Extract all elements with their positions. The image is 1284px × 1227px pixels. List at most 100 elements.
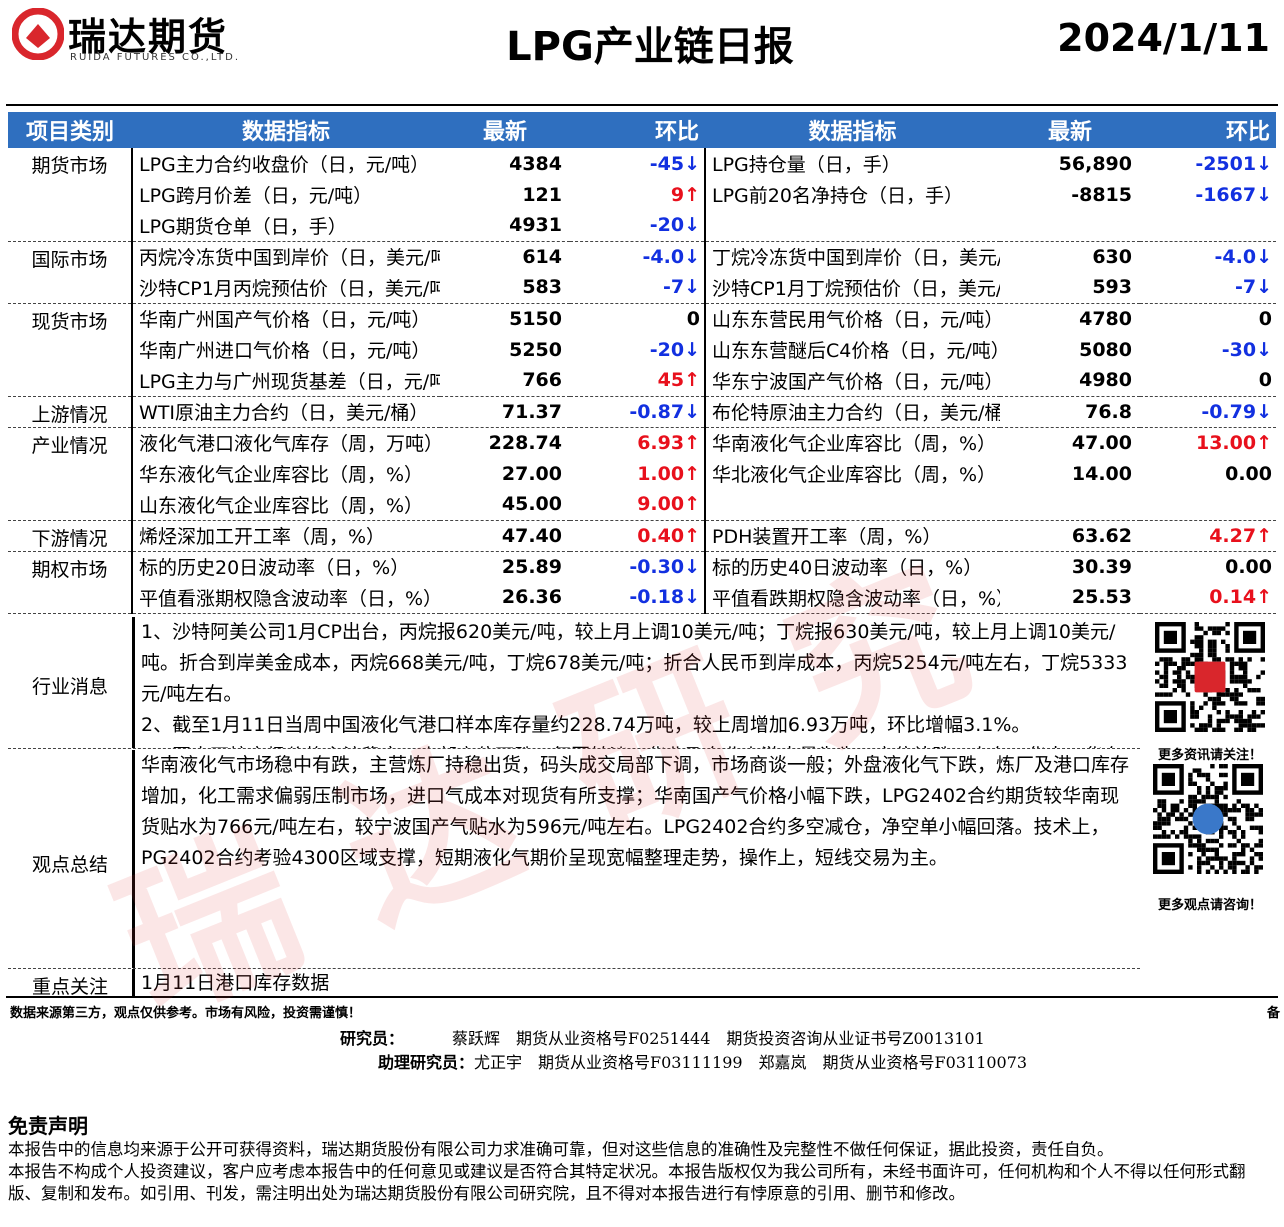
qr-module: [1157, 803, 1162, 808]
indicator-name: 沙特CP1月丁烷预估价（日，美元/吨）: [704, 272, 1000, 304]
qr-module: [1197, 860, 1202, 866]
bottom-rule: [6, 996, 1278, 998]
table-row: 上游情况 WTI原油主力合约（日，美元/桶） 71.37 -0.87↓ 布伦特原油主力合…: [8, 396, 1276, 428]
qr-module: [1153, 808, 1158, 813]
view-text: 华南液化气市场稳中有跌，主营炼厂持稳出货，码头成交局部下调，市场商谈一般；外盘液…: [132, 750, 1136, 968]
qr-module: [1214, 790, 1219, 795]
qr-module: [1219, 856, 1224, 861]
qr-module: [1185, 692, 1191, 697]
latest-value: 4931: [440, 210, 570, 242]
table-row: 期权市场 标的历史20日波动率（日，%） 25.89 -0.30↓ 标的历史40日波动率…: [8, 551, 1276, 614]
qr-module: [1175, 834, 1180, 839]
qr-module: [1197, 790, 1202, 795]
qr-module: [1153, 825, 1158, 830]
qr-module: [1212, 644, 1217, 649]
latest-value: 583: [440, 272, 570, 304]
qr-module: [1177, 670, 1182, 675]
table-row: LPG跨月价差（日，元/吨） 121 9↑ LPG前20名净持仓（日，手） -8815 -…: [8, 179, 1276, 210]
indicator-name: 布伦特原油主力合约（日，美元/桶）: [704, 396, 1000, 428]
focus-text: 1月11日港口库存数据: [132, 969, 1136, 996]
qr-module: [1229, 657, 1235, 662]
qr-module: [1197, 768, 1202, 773]
qr-module: [1212, 626, 1217, 631]
qr-module: [1225, 630, 1230, 636]
indicator-name: 华南广州国产气价格（日，元/吨）: [131, 303, 440, 334]
change-value: -2501↓: [1195, 152, 1272, 175]
qr-module: [1194, 626, 1199, 631]
header-row: 项目类别 数据指标 最新 环比 数据指标 最新 环比: [8, 112, 1276, 148]
qr-module: [1157, 821, 1162, 826]
qr-module: [1243, 661, 1248, 666]
qr-module: [1229, 661, 1235, 666]
qr-module: [1254, 869, 1259, 874]
qr-module: [1234, 718, 1239, 724]
qr-module: [1234, 661, 1239, 666]
change-value: -20↓: [570, 210, 705, 242]
indicator-name: 山东东营醚后C4价格（日，元/吨）: [704, 334, 1000, 365]
empty-cell: [1000, 489, 1140, 521]
qr-module: [1221, 639, 1226, 644]
qr-module: [1243, 723, 1248, 728]
qr-module: [1254, 812, 1259, 817]
qr-module: [1192, 794, 1197, 800]
qr-module: [1192, 768, 1197, 773]
latest-value: 614: [522, 245, 562, 268]
empty-cell: [704, 489, 1000, 521]
latest-value: 25.53: [1000, 582, 1140, 614]
indicator-name: 标的历史40日波动率（日，%）: [704, 551, 1000, 582]
qr-module: [1201, 852, 1206, 857]
qr-module: [1247, 688, 1252, 693]
latest-value: 4780: [1079, 307, 1132, 330]
qr-module: [1225, 718, 1230, 724]
latest-value: 228.74: [488, 431, 562, 454]
qr-module: [1188, 781, 1193, 786]
qr-module: [1212, 701, 1217, 706]
qr-module: [1256, 696, 1261, 702]
qr-module: [1254, 865, 1259, 870]
qr-module: [1161, 834, 1167, 839]
qr-module: [1201, 799, 1206, 804]
divider: [8, 748, 1140, 749]
indicator-name: 烯烃深加工开工率（周，%）: [131, 520, 440, 552]
qr-module: [1223, 781, 1228, 786]
qr-module: [1260, 701, 1265, 706]
qr-module: [1234, 679, 1239, 684]
qr-module: [1181, 661, 1186, 666]
qr-module: [1190, 701, 1195, 706]
qr-module: [1199, 639, 1204, 644]
qr-module: [1207, 652, 1213, 658]
news-paragraph: 3、国内丙烷市场价格主流稳定，小部高位下跌，氛围转淡；华北及东北上游走量为先，高…: [141, 741, 1136, 748]
qr-module: [1241, 869, 1246, 874]
qr-module: [1207, 714, 1213, 719]
qr-module: [1258, 852, 1263, 857]
column-header: 环比: [570, 112, 705, 148]
qr-module: [1177, 674, 1182, 680]
change-value: -0.79↓: [1140, 396, 1276, 428]
qr-caption: 更多资讯请关注！: [1157, 748, 1262, 763]
latest-value: 766: [440, 365, 570, 397]
qr-module: [1185, 674, 1191, 680]
table-row: 华南广州进口气价格（日，元/吨） 5250 -20↓ 山东东营醚后C4价格（日，元/吨…: [8, 334, 1276, 365]
qr-module: [1163, 661, 1169, 666]
qr-module: [1203, 692, 1208, 697]
qr-module: [1212, 727, 1217, 732]
divider: [8, 968, 1140, 969]
change-value: 6.93↑: [637, 431, 700, 454]
qr-module: [1258, 838, 1263, 844]
qr-module: [1238, 692, 1243, 697]
qr-module: [1163, 683, 1169, 688]
qr-module: [1260, 710, 1265, 715]
news-label: 行业消息: [31, 676, 108, 698]
column-header: 最新: [440, 112, 570, 148]
qr-module: [1234, 688, 1239, 693]
qr-module: [1183, 830, 1189, 835]
qr-module: [1236, 825, 1241, 830]
qr-module: [1197, 843, 1202, 848]
qr-module: [1181, 657, 1186, 662]
qr-module: [1212, 657, 1217, 662]
indicator-name: LPG期货仓单（日，手）: [131, 210, 440, 242]
qr-module: [1197, 772, 1202, 778]
qr-module: [1207, 644, 1213, 649]
qr-module: [1216, 657, 1221, 662]
